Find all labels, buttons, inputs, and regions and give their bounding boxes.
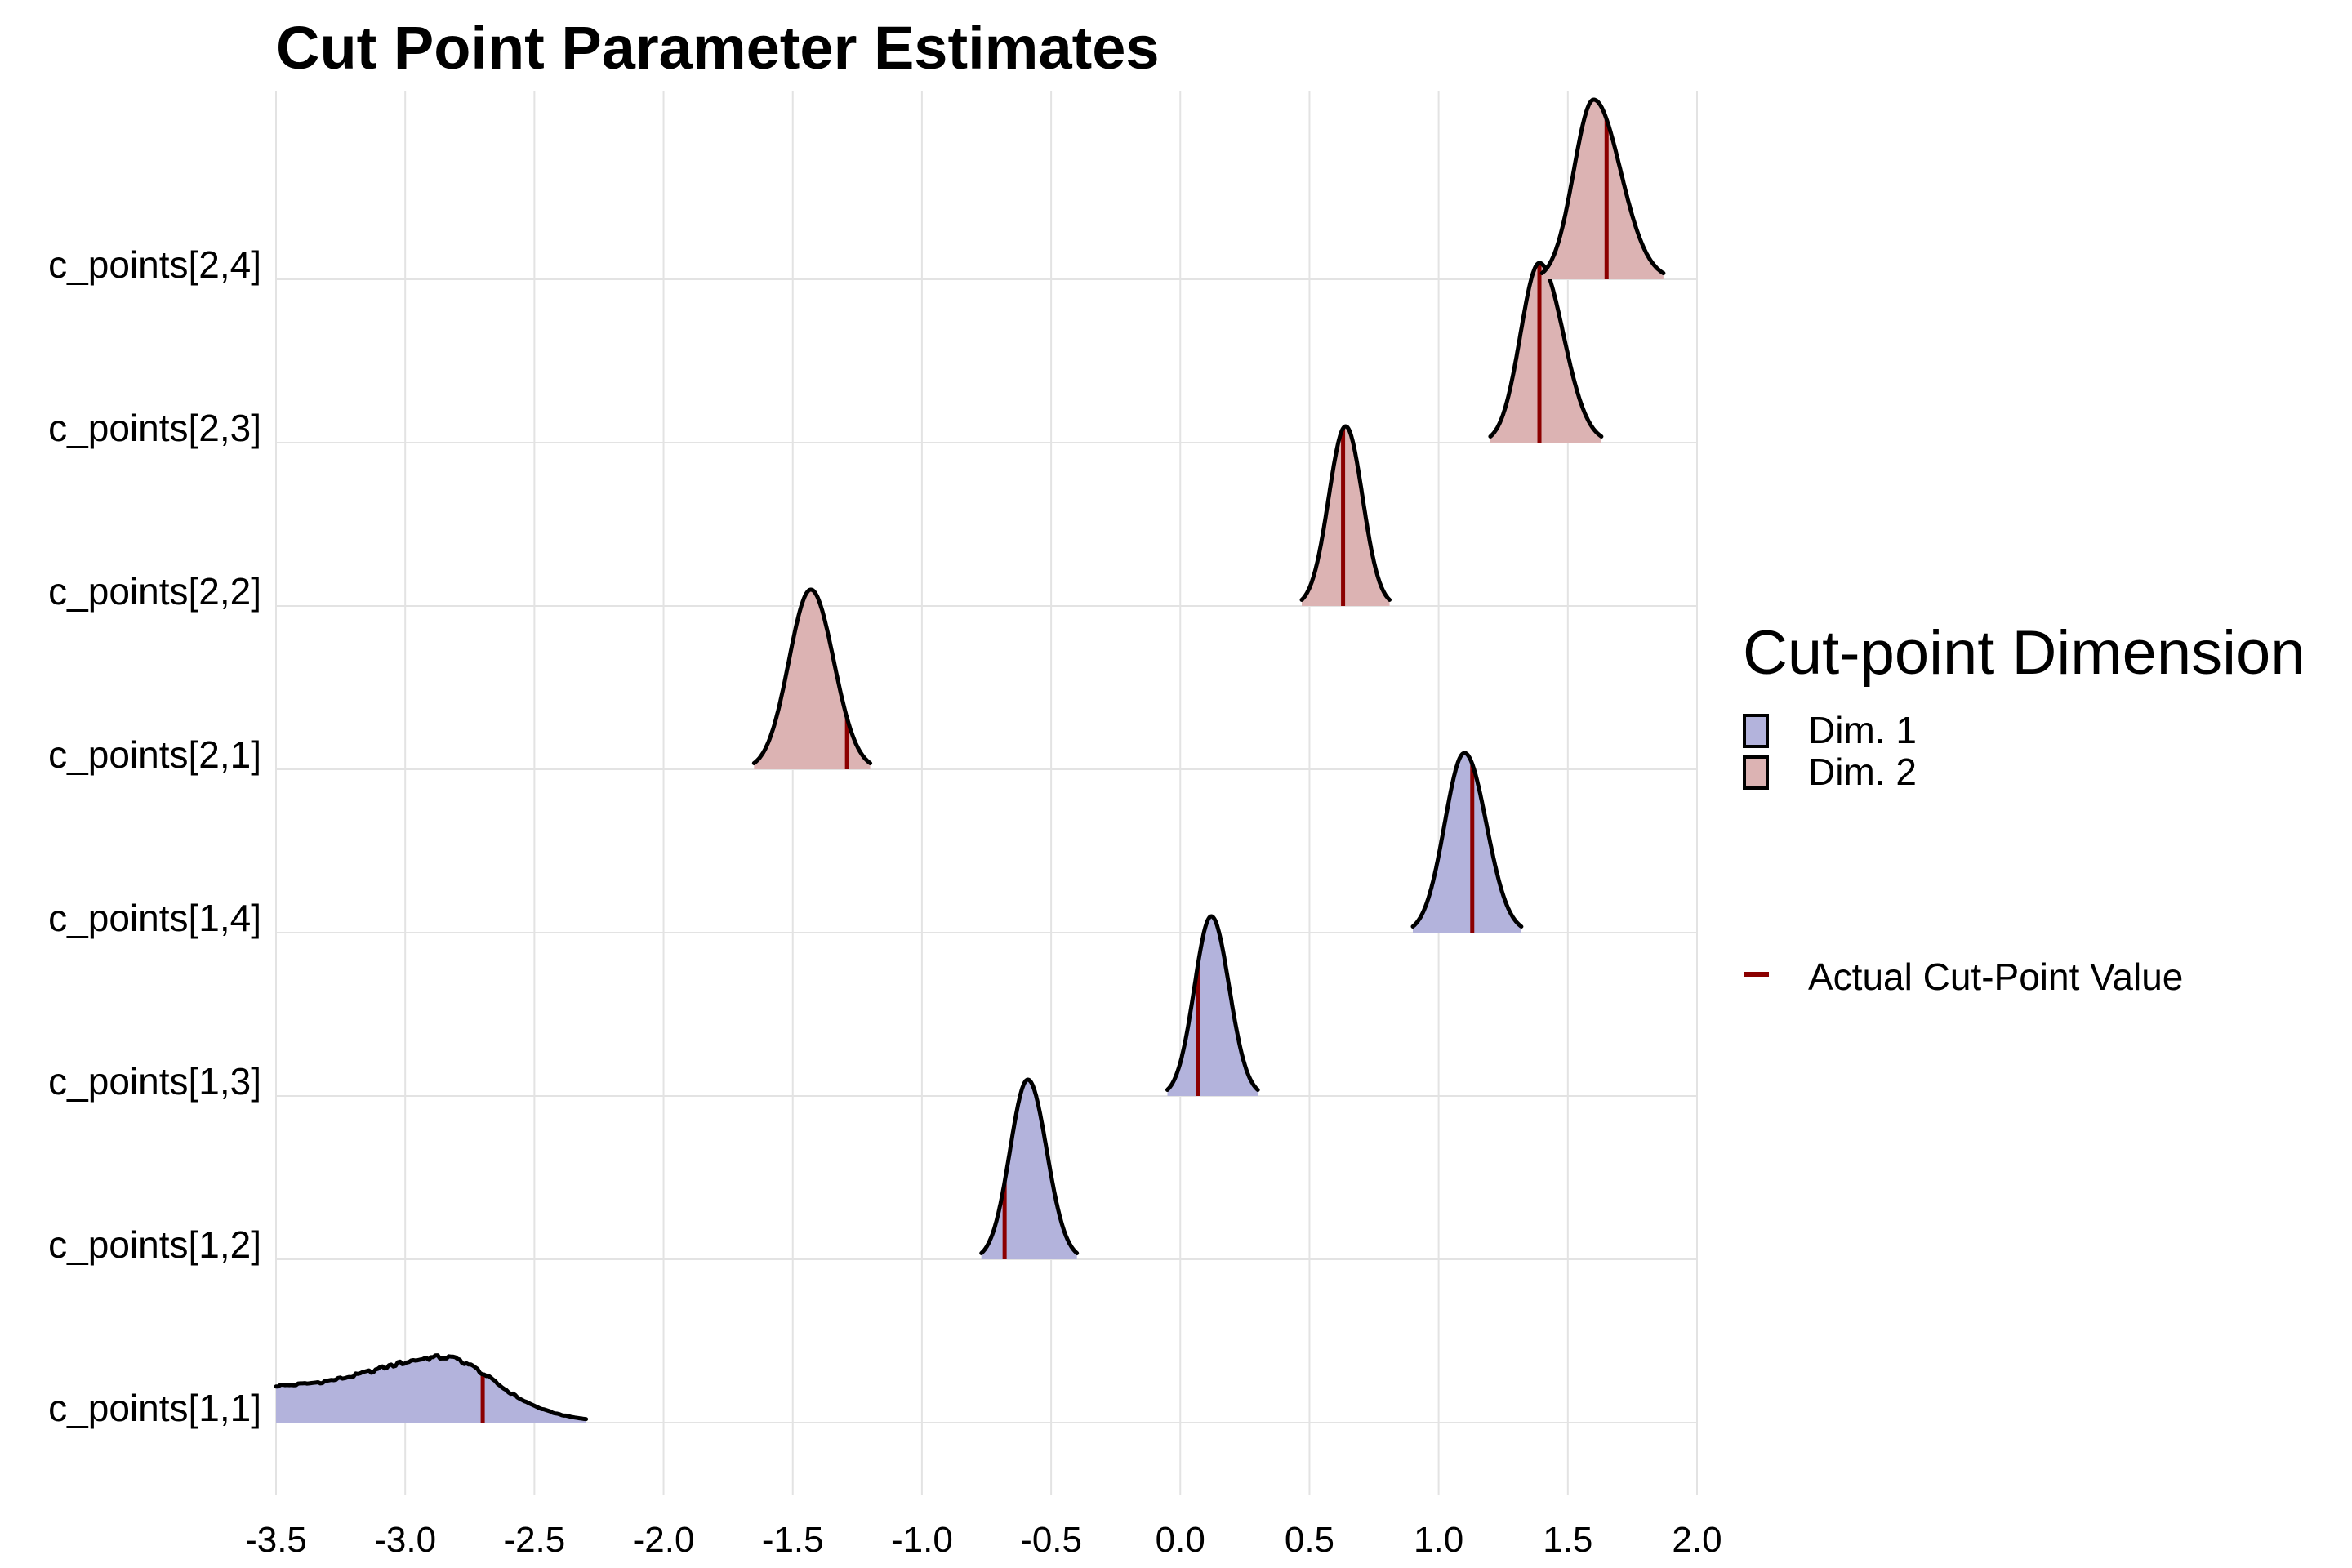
density-ridges — [274, 97, 1666, 1423]
y-tick-label: c_points[2,2] — [48, 570, 261, 612]
y-tick-label: c_points[2,1] — [48, 733, 261, 776]
y-tick-label: c_points[2,3] — [48, 407, 261, 449]
density-area — [1542, 100, 1664, 279]
x-tick-label: -3.0 — [374, 1520, 436, 1560]
x-tick-label: -1.5 — [762, 1520, 824, 1560]
density-outline — [1299, 424, 1392, 602]
x-tick-label: -2.0 — [633, 1520, 695, 1560]
x-tick-label: 0.5 — [1285, 1520, 1334, 1560]
density-area — [276, 1355, 586, 1423]
y-tick-label: c_points[1,4] — [48, 897, 261, 939]
x-tick-label: -3.5 — [245, 1520, 307, 1560]
grid-lines — [275, 91, 1698, 1494]
y-tick-label: c_points[2,4] — [48, 243, 261, 286]
x-axis-ticks: -3.5 -3.0 -2.5 -2.0 -1.5 -1.0 -0.5 0.0 0.5 1.0 1.5… — [245, 1520, 1722, 1560]
density-outline — [1410, 751, 1524, 929]
legend-label: Dim. 1 — [1808, 709, 1917, 751]
density-area — [1167, 916, 1258, 1096]
x-tick-label: -1.0 — [891, 1520, 953, 1560]
x-tick-label: -0.5 — [1020, 1520, 1082, 1560]
x-tick-label: 1.5 — [1543, 1520, 1592, 1560]
x-tick-label: 1.0 — [1414, 1520, 1463, 1560]
legend-key-1 — [1743, 714, 1769, 748]
chart-title: Cut Point Parameter Estimates — [276, 14, 1160, 82]
legend-label: Dim. 2 — [1808, 751, 1917, 793]
y-tick-label: c_points[1,1] — [48, 1387, 261, 1429]
y-tick-label: c_points[1,3] — [48, 1060, 261, 1102]
legend-title: Cut-point Dimension — [1743, 618, 2305, 688]
y-tick-label: c_points[1,2] — [48, 1223, 261, 1266]
density-outline — [751, 587, 873, 765]
density-outline — [274, 1353, 589, 1422]
density-area — [1413, 753, 1521, 933]
density-area — [1490, 263, 1601, 443]
x-tick-label: 0.0 — [1156, 1520, 1205, 1560]
x-tick-label: -2.5 — [503, 1520, 565, 1560]
density-outline — [1165, 914, 1260, 1092]
x-tick-label: 2.0 — [1672, 1520, 1722, 1560]
density-area — [754, 590, 871, 769]
density-area — [1302, 426, 1390, 606]
legend-label: Actual Cut-Point Value — [1808, 956, 2183, 998]
density-outline — [1539, 97, 1666, 275]
legend-key-2 — [1743, 755, 1769, 790]
density-outline — [979, 1077, 1080, 1255]
y-axis-ticks: c_points[1,1] c_points[1,2] c_points[1,3] c… — [48, 243, 261, 1429]
